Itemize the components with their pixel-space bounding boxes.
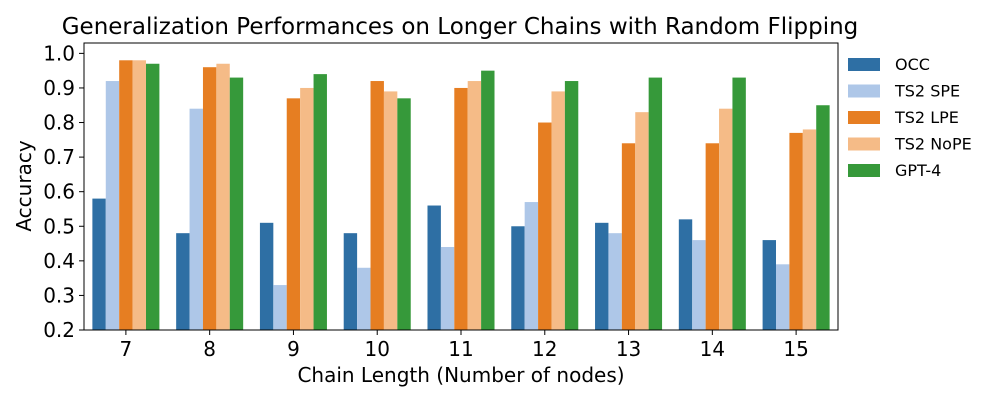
y-tick-label: 0.7 — [43, 145, 75, 169]
bar-ts2-nope-11 — [467, 81, 482, 330]
bar-gpt-4-12 — [564, 81, 579, 330]
bar-ts2-nope-10 — [383, 91, 398, 330]
bar-occ-13 — [595, 222, 609, 330]
chart-title: Generalization Performances on Longer Ch… — [62, 14, 859, 40]
bar-ts2-spe-8 — [189, 108, 203, 330]
bar-ts2-spe-14 — [692, 240, 706, 330]
bar-ts2-nope-14 — [719, 108, 733, 330]
x-tick-label: 8 — [203, 337, 216, 361]
x-tick-label: 9 — [287, 337, 300, 361]
legend: OCC TS2 SPE TS2 LPE TS2 NoPE GPT-4 — [848, 55, 972, 180]
y-tick-label: 0.8 — [43, 111, 75, 135]
bar-occ-10 — [343, 233, 358, 330]
x-tick-label: 14 — [700, 337, 725, 361]
bar-occ-14 — [678, 219, 693, 330]
bar-ts2-lpe-7 — [119, 60, 133, 330]
bar-occ-12 — [511, 226, 525, 330]
bar-ts2-spe-13 — [608, 233, 622, 330]
x-axis-title: Chain Length (Number of nodes) — [297, 363, 624, 387]
legend-label: OCC — [895, 55, 930, 74]
bar-gpt-4-10 — [397, 98, 411, 330]
x-tick-label: 10 — [364, 337, 389, 361]
bar-ts2-spe-12 — [524, 202, 539, 330]
bar-ts2-spe-9 — [273, 285, 287, 330]
bar-gpt-4-13 — [648, 77, 663, 330]
y-tick-label: 0.5 — [43, 214, 75, 238]
y-tick-label: 0.4 — [43, 249, 75, 273]
bar-ts2-nope-8 — [216, 63, 230, 330]
bar-ts2-lpe-13 — [621, 143, 636, 330]
bar-occ-7 — [92, 198, 106, 330]
bar-ts2-lpe-12 — [538, 122, 552, 330]
legend-label: GPT-4 — [895, 161, 941, 180]
bar-ts2-lpe-8 — [202, 67, 217, 330]
x-tick-label: 15 — [783, 337, 808, 361]
bar-ts2-lpe-11 — [454, 87, 468, 330]
bar-gpt-4-14 — [732, 77, 746, 330]
bar-ts2-lpe-14 — [705, 143, 720, 330]
y-tick-label: 0.6 — [43, 180, 75, 204]
bar-ts2-nope-15 — [802, 129, 817, 330]
bars-layer — [92, 60, 830, 331]
legend-swatch — [848, 58, 880, 71]
y-axis-title: Accuracy — [12, 140, 36, 231]
y-tick-label: 1.0 — [43, 41, 75, 65]
x-tick-label: 13 — [616, 337, 641, 361]
y-tick-label: 0.3 — [43, 283, 75, 307]
bar-ts2-lpe-15 — [789, 132, 803, 330]
legend-swatch — [848, 164, 880, 177]
bar-ts2-spe-15 — [776, 264, 790, 330]
bar-gpt-4-15 — [816, 105, 830, 331]
bar-ts2-nope-13 — [635, 112, 649, 330]
bar-gpt-4-7 — [146, 63, 160, 330]
bar-gpt-4-8 — [229, 77, 244, 330]
bar-ts2-lpe-9 — [286, 98, 301, 330]
bar-gpt-4-11 — [481, 70, 495, 330]
x-tick-label: 7 — [120, 337, 133, 361]
bar-occ-9 — [259, 222, 274, 330]
bar-ts2-lpe-10 — [370, 81, 384, 330]
axes-layer: 0.2 0.3 0.4 0.5 0.6 0.7 0.8 0.9 1.0 7 8 9 10 11 12 13 14… — [43, 41, 839, 361]
legend-swatch — [848, 137, 880, 151]
bar-occ-8 — [176, 233, 190, 330]
legend-label: TS2 NoPE — [894, 135, 972, 154]
bar-occ-15 — [762, 240, 776, 330]
bar-ts2-nope-9 — [300, 87, 314, 330]
legend-swatch — [848, 84, 880, 98]
legend-label: TS2 LPE — [894, 108, 959, 127]
bar-ts2-spe-7 — [105, 81, 120, 330]
bar-ts2-spe-11 — [440, 247, 455, 330]
x-tick-label: 11 — [448, 337, 473, 361]
y-tick-label: 0.9 — [43, 76, 75, 100]
bar-ts2-nope-7 — [132, 60, 146, 330]
bar-ts2-spe-10 — [357, 267, 371, 330]
bar-ts2-nope-12 — [551, 91, 565, 330]
legend-label: TS2 SPE — [894, 82, 960, 101]
x-tick-label: 12 — [532, 337, 557, 361]
bar-occ-11 — [427, 205, 441, 330]
y-tick-label: 0.2 — [43, 318, 75, 342]
legend-swatch — [848, 111, 880, 124]
bar-gpt-4-9 — [313, 74, 327, 331]
